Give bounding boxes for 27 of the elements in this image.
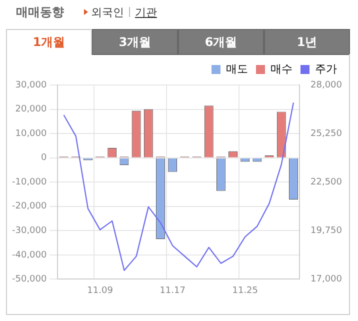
x-tick-label: 11.25 <box>232 286 258 296</box>
y2-tick-label: 28,000 <box>310 80 342 90</box>
text: 외국인 <box>91 6 124 19</box>
text: 기관 <box>135 6 157 19</box>
y-tick-label: -30,000 <box>12 226 47 236</box>
y-tick-label: -10,000 <box>12 177 47 188</box>
legend-label: 매수 <box>270 62 292 76</box>
chart-title: 매매동향 <box>16 4 64 21</box>
y2-tick-label: 22,500 <box>310 177 342 188</box>
y2-tick-label: 25,250 <box>310 128 342 139</box>
x-tick-label: 11.09 <box>87 286 114 296</box>
y-tick-label: -40,000 <box>12 250 47 260</box>
y-tick-label: -20,000 <box>12 202 47 212</box>
text: 3개월 <box>92 29 178 55</box>
y-tick-label: 20,000 <box>15 104 48 115</box>
x-tick-label: 11.17 <box>160 286 186 296</box>
legend-label: 매도 <box>226 62 248 76</box>
y2-tick-label: 19,750 <box>310 226 342 236</box>
text: 1개월 <box>6 29 92 55</box>
text: 6개월 <box>178 29 264 55</box>
y-tick-label: 0 <box>41 153 48 164</box>
y2-tick-label: 17,000 <box>310 274 342 285</box>
y-tick-label: 10,000 <box>15 128 48 139</box>
y-tick-label: 30,000 <box>15 80 48 90</box>
text: 1년 <box>264 29 350 55</box>
legend-label: 주가 <box>315 62 337 76</box>
y-tick-label: -50,000 <box>12 274 47 285</box>
